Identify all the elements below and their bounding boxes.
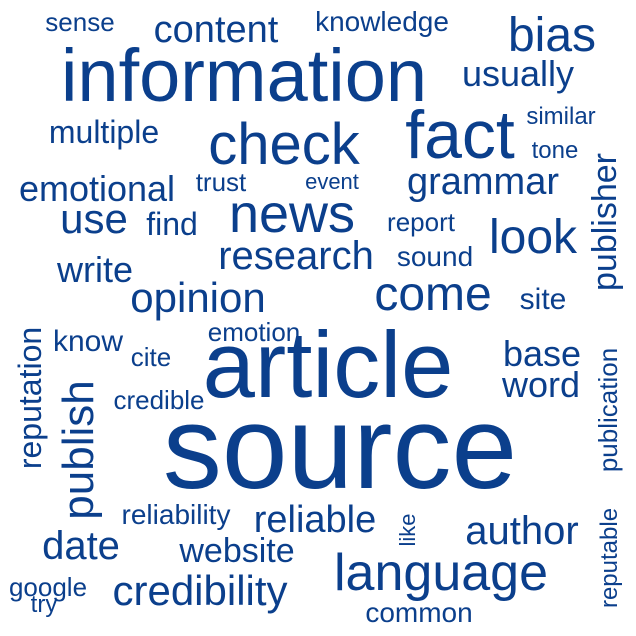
word-source: source xyxy=(162,382,518,514)
word-usually: usually xyxy=(461,53,575,94)
word-report: report xyxy=(387,207,455,237)
word-check: check xyxy=(208,112,360,177)
word-website: website xyxy=(179,532,295,570)
word-multiple: multiple xyxy=(48,114,160,150)
word-information: information xyxy=(60,34,428,117)
word-look: look xyxy=(488,211,578,264)
word-google: google xyxy=(8,572,88,602)
word-research: research xyxy=(218,234,374,278)
word-trust: trust xyxy=(195,167,247,197)
word-sound: sound xyxy=(396,241,474,272)
word-reputation: reputation xyxy=(12,326,48,470)
word-opinion: opinion xyxy=(130,274,266,321)
word-fact: fact xyxy=(405,97,515,173)
word-article: article xyxy=(202,312,454,417)
word-common: common xyxy=(365,597,473,628)
word-reliable: reliable xyxy=(253,499,377,541)
word-try: try xyxy=(30,591,58,618)
word-emotion: emotion xyxy=(207,317,301,347)
word-site: site xyxy=(519,283,567,316)
word-credible: credible xyxy=(113,385,205,415)
word-event: event xyxy=(305,169,359,194)
word-grammar: grammar xyxy=(406,161,560,203)
word-publication: publication xyxy=(593,347,623,473)
word-write: write xyxy=(56,249,134,290)
word-know: know xyxy=(52,325,124,358)
word-bias: bias xyxy=(507,9,597,62)
word-publish: publish xyxy=(54,380,103,520)
word-reliability: reliability xyxy=(121,499,231,530)
word-base: base xyxy=(502,333,582,374)
word-similar: similar xyxy=(526,103,596,130)
word-news: news xyxy=(228,184,356,244)
word-come: come xyxy=(374,268,492,321)
word-author: author xyxy=(465,509,579,553)
word-publisher: publisher xyxy=(586,153,624,291)
word-date: date xyxy=(42,524,120,568)
word-cite: cite xyxy=(130,342,172,372)
word-content: content xyxy=(153,9,279,51)
word-credibility: credibility xyxy=(112,567,288,614)
word-use: use xyxy=(60,195,128,242)
word-emotional: emotional xyxy=(18,168,176,209)
word-tone: tone xyxy=(531,137,579,164)
word-like: like xyxy=(395,513,420,547)
word-sense: sense xyxy=(45,7,115,37)
word-find: find xyxy=(146,206,198,242)
word-language: language xyxy=(334,544,548,602)
word-reputable: reputable xyxy=(596,507,623,609)
word-word: word xyxy=(501,364,581,405)
word-knowledge: knowledge xyxy=(315,6,449,37)
